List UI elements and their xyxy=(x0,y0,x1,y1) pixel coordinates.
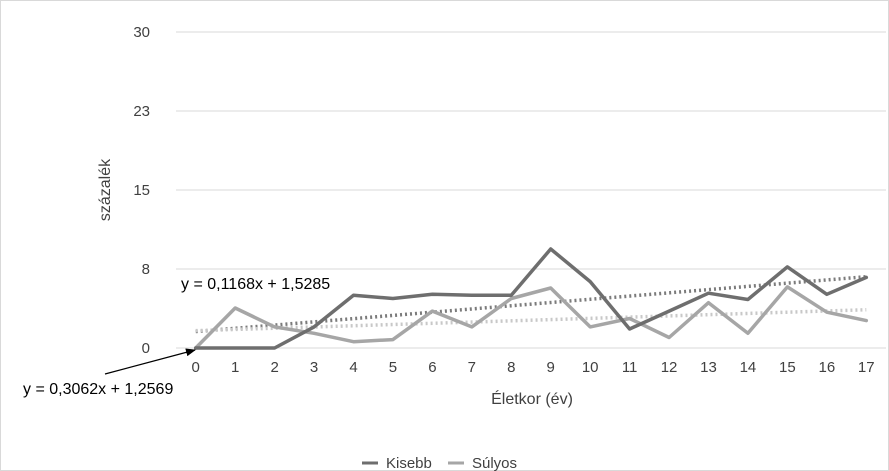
y-tick-labels: 0 8 15 23 30 xyxy=(133,24,150,357)
legend-label-sulyos: Súlyos xyxy=(472,455,517,471)
x-tick-label: 0 xyxy=(192,359,200,376)
x-tick-labels: 0 1 2 3 4 5 6 7 8 9 10 11 12 13 14 15 16 17 xyxy=(192,359,875,376)
x-tick-label: 11 xyxy=(622,359,638,376)
series-line-kisebb xyxy=(193,247,869,350)
y-tick-label: 15 xyxy=(133,182,150,199)
y-tick-label: 23 xyxy=(133,103,150,120)
series-lines xyxy=(193,247,869,350)
y-tick-label: 30 xyxy=(133,24,150,41)
legend-label-kisebb: Kisebb xyxy=(386,455,432,471)
x-tick-label: 16 xyxy=(818,359,835,376)
x-tick-label: 8 xyxy=(507,359,515,376)
annotation-arrow xyxy=(104,348,196,375)
trend-lines xyxy=(195,274,867,334)
x-tick-label: 5 xyxy=(389,359,397,376)
x-axis-title: Életkor (év) xyxy=(491,389,573,408)
trendline-sulyos xyxy=(195,308,867,333)
x-tick-label: 15 xyxy=(779,359,796,376)
y-tick-label: 8 xyxy=(142,261,150,278)
x-tick-label: 9 xyxy=(547,359,555,376)
x-tick-label: 17 xyxy=(858,359,875,376)
x-tick-label: 7 xyxy=(468,359,476,376)
x-tick-label: 10 xyxy=(582,359,599,376)
x-tick-label: 4 xyxy=(349,359,357,376)
x-tick-label: 12 xyxy=(661,359,678,376)
x-tick-label: 6 xyxy=(428,359,436,376)
x-tick-label: 3 xyxy=(310,359,318,376)
grid-lines xyxy=(176,31,886,349)
trend-equation-sulyos: y = 0,1168x + 1,5285 xyxy=(181,276,330,293)
x-tick-label: 13 xyxy=(700,359,717,376)
x-tick-label: 14 xyxy=(740,359,757,376)
series-line-sulyos xyxy=(193,285,869,350)
trend-equation-kisebb: y = 0,3062x + 1,2569 xyxy=(23,381,173,398)
x-tick-label: 2 xyxy=(270,359,278,376)
x-tick-label: 1 xyxy=(231,359,239,376)
legend: Kisebb Súlyos xyxy=(362,455,517,471)
trendline-kisebb xyxy=(195,274,867,334)
y-axis-title: százalék xyxy=(97,158,114,221)
y-tick-label: 0 xyxy=(142,340,150,357)
